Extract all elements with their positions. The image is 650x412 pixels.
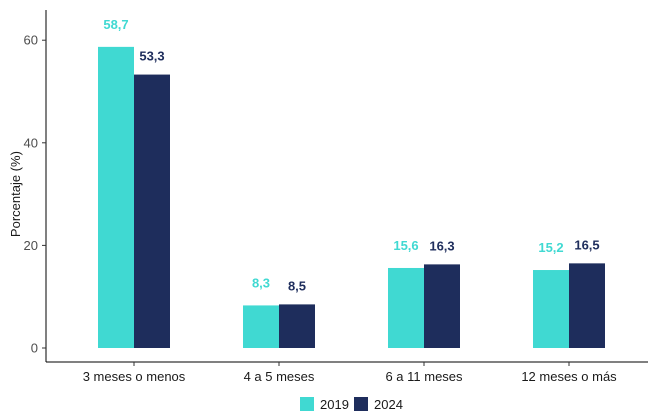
y-tick-label: 20 [24, 238, 38, 253]
x-tick-label: 12 meses o más [521, 369, 617, 384]
bar-2024-3 [569, 263, 605, 348]
data-label-2024-1: 8,5 [288, 278, 306, 293]
y-axis-title: Porcentaje (%) [8, 151, 23, 237]
y-tick-label: 60 [24, 33, 38, 48]
legend-label-2024: 2024 [374, 397, 403, 412]
y-tick-label: 0 [31, 341, 38, 356]
bar-2019-0 [98, 46, 134, 349]
x-tick-label: 3 meses o menos [83, 369, 186, 384]
bar-2024-2 [424, 264, 460, 348]
bar-2019-2 [388, 267, 424, 348]
bar-2019-1 [243, 305, 279, 348]
legend: 2019 2024 [300, 397, 403, 412]
bar-2019-3 [533, 270, 569, 348]
bar-2024-1 [279, 304, 315, 348]
data-label-2019-0: 58,7 [103, 17, 128, 32]
x-tick-label: 6 a 11 meses [385, 369, 463, 384]
x-ticks: 3 meses o menos 4 a 5 meses 6 a 11 meses 12… [83, 362, 617, 384]
data-label-2024-3: 16,5 [574, 237, 599, 252]
data-label-2019-2: 15,6 [393, 238, 418, 253]
bar-2024-0 [134, 74, 170, 349]
data-label-2019-1: 8,3 [252, 275, 270, 290]
bars [98, 46, 605, 349]
x-tick-label: 4 a 5 meses [244, 369, 315, 384]
data-label-2024-0: 53,3 [139, 49, 164, 64]
axes [45, 10, 648, 363]
data-label-2019-3: 15,2 [538, 240, 563, 255]
data-label-2024-2: 16,3 [429, 238, 454, 253]
legend-swatch-2019 [300, 397, 314, 411]
legend-label-2019: 2019 [320, 397, 349, 412]
y-tick-label: 40 [24, 135, 38, 150]
y-ticks: 0 20 40 60 [24, 33, 46, 356]
legend-swatch-2024 [354, 397, 368, 411]
bar-labels: 58,7 8,3 15,6 15,2 53,3 8,5 16,3 16,5 [103, 17, 599, 294]
